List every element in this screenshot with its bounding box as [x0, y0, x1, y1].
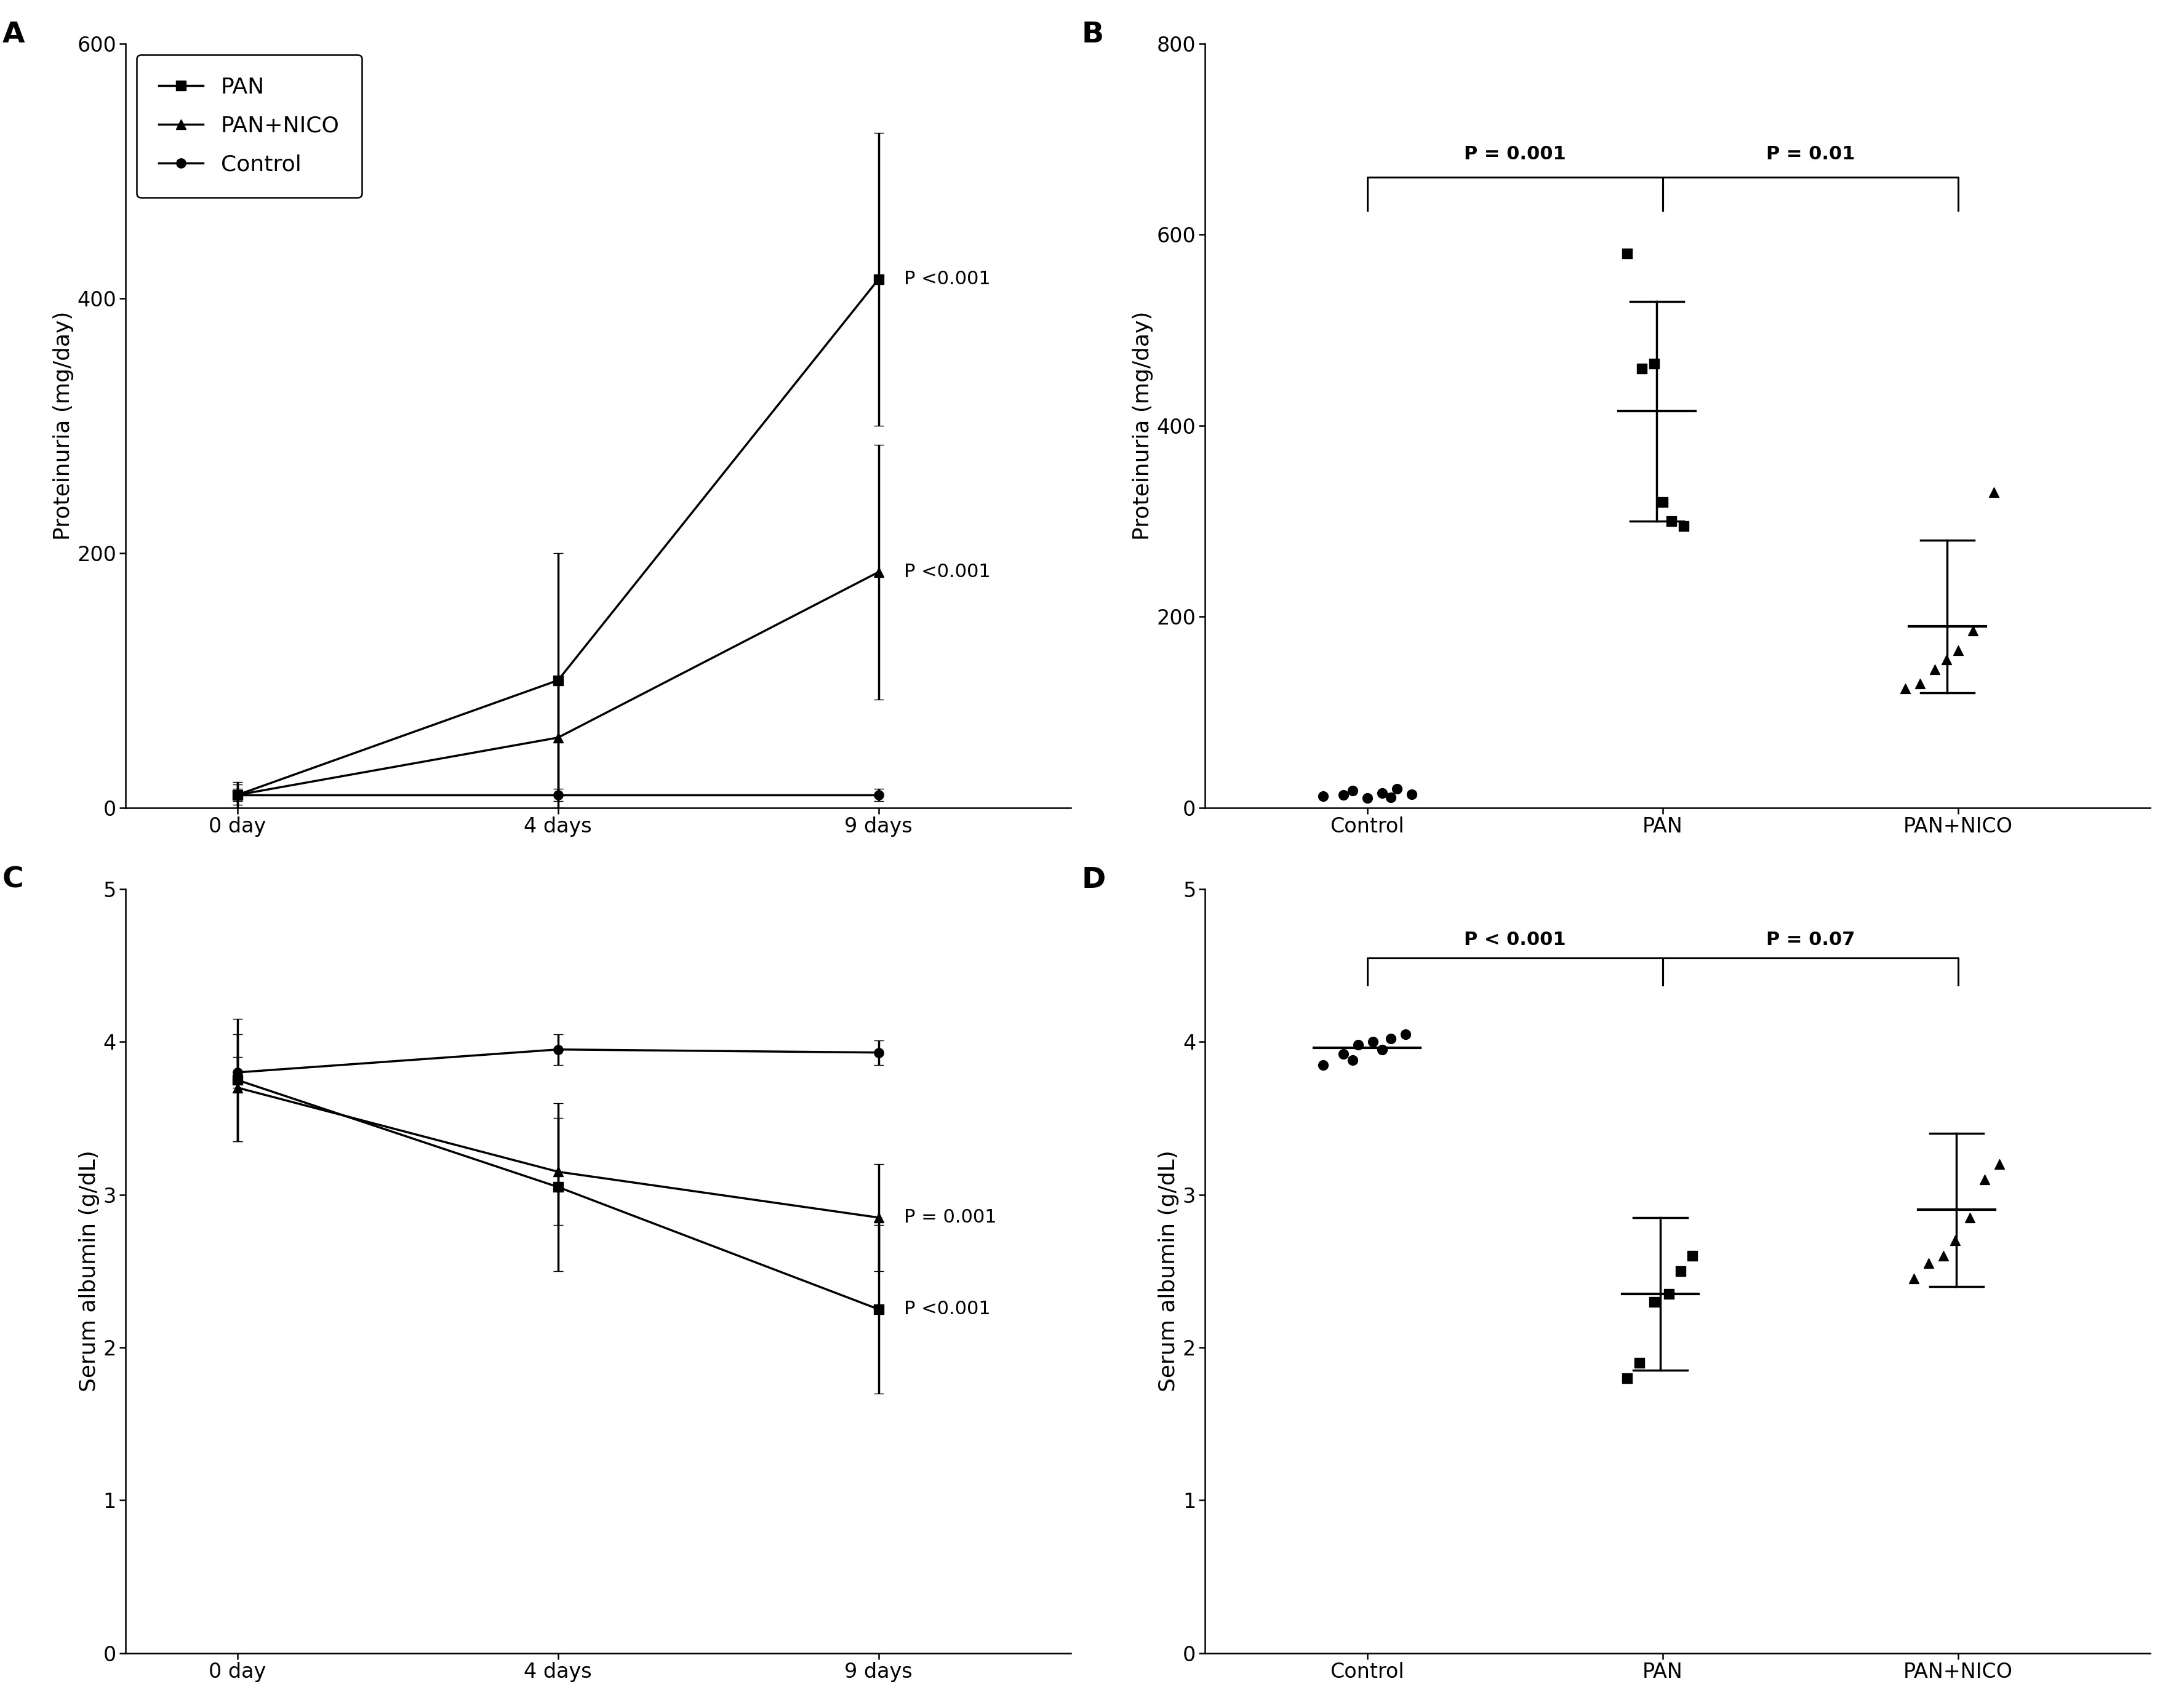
Text: P <0.001: P <0.001 — [905, 564, 990, 581]
Point — [1356, 1028, 1390, 1056]
Point — [1902, 670, 1937, 697]
Point — [1939, 1226, 1974, 1254]
Point — [1395, 781, 1430, 808]
Y-axis label: Serum albumin (g/dL): Serum albumin (g/dL) — [1158, 1149, 1179, 1392]
Point — [1956, 617, 1991, 644]
Point — [1325, 1040, 1360, 1068]
Point — [1610, 241, 1645, 268]
Text: P <0.001: P <0.001 — [905, 1300, 990, 1319]
Point — [1976, 478, 2011, 506]
Legend: PAN, PAN+NICO, Control: PAN, PAN+NICO, Control — [137, 55, 361, 198]
Text: P = 0.07: P = 0.07 — [1767, 931, 1854, 948]
Point — [1952, 1204, 1987, 1231]
Point — [1336, 777, 1371, 804]
Y-axis label: Proteinuria (mg/day): Proteinuria (mg/day) — [52, 311, 74, 540]
Text: B: B — [1081, 20, 1103, 48]
Point — [1662, 1257, 1697, 1284]
Point — [1388, 1021, 1423, 1049]
Text: P = 0.01: P = 0.01 — [1767, 145, 1854, 162]
Point — [1897, 1266, 1932, 1293]
Text: C: C — [2, 866, 24, 893]
Point — [1364, 779, 1399, 806]
Y-axis label: Proteinuria (mg/day): Proteinuria (mg/day) — [1132, 311, 1153, 540]
Point — [1926, 1242, 1961, 1269]
Point — [1636, 350, 1671, 377]
Point — [1625, 355, 1660, 383]
Text: D: D — [1081, 866, 1105, 893]
Point — [1645, 488, 1680, 516]
Text: P <0.001: P <0.001 — [905, 270, 990, 289]
Point — [1373, 784, 1408, 811]
Point — [1917, 656, 1952, 683]
Point — [1911, 1250, 1945, 1278]
Point — [1306, 782, 1340, 810]
Point — [1364, 1035, 1399, 1062]
Point — [1380, 775, 1414, 803]
Point — [1340, 1032, 1375, 1059]
Point — [1373, 1025, 1408, 1052]
Point — [1654, 507, 1689, 535]
Point — [1967, 1165, 2002, 1192]
Text: P = 0.001: P = 0.001 — [905, 1209, 997, 1226]
Point — [1306, 1050, 1340, 1078]
Point — [1930, 646, 1965, 673]
Text: P = 0.001: P = 0.001 — [1464, 145, 1567, 162]
Text: P < 0.001: P < 0.001 — [1464, 931, 1567, 948]
Point — [1889, 675, 1924, 702]
Point — [1652, 1281, 1686, 1308]
Point — [1621, 1349, 1656, 1377]
Point — [1610, 1365, 1645, 1392]
Y-axis label: Serum albumin (g/dL): Serum albumin (g/dL) — [78, 1149, 100, 1392]
Point — [1676, 1242, 1710, 1269]
Text: A: A — [2, 20, 24, 48]
Point — [1636, 1288, 1671, 1315]
Point — [1982, 1151, 2017, 1179]
Point — [1336, 1047, 1371, 1074]
Point — [1667, 512, 1702, 540]
Point — [1325, 782, 1360, 810]
Point — [1941, 637, 1976, 664]
Point — [1349, 784, 1384, 811]
